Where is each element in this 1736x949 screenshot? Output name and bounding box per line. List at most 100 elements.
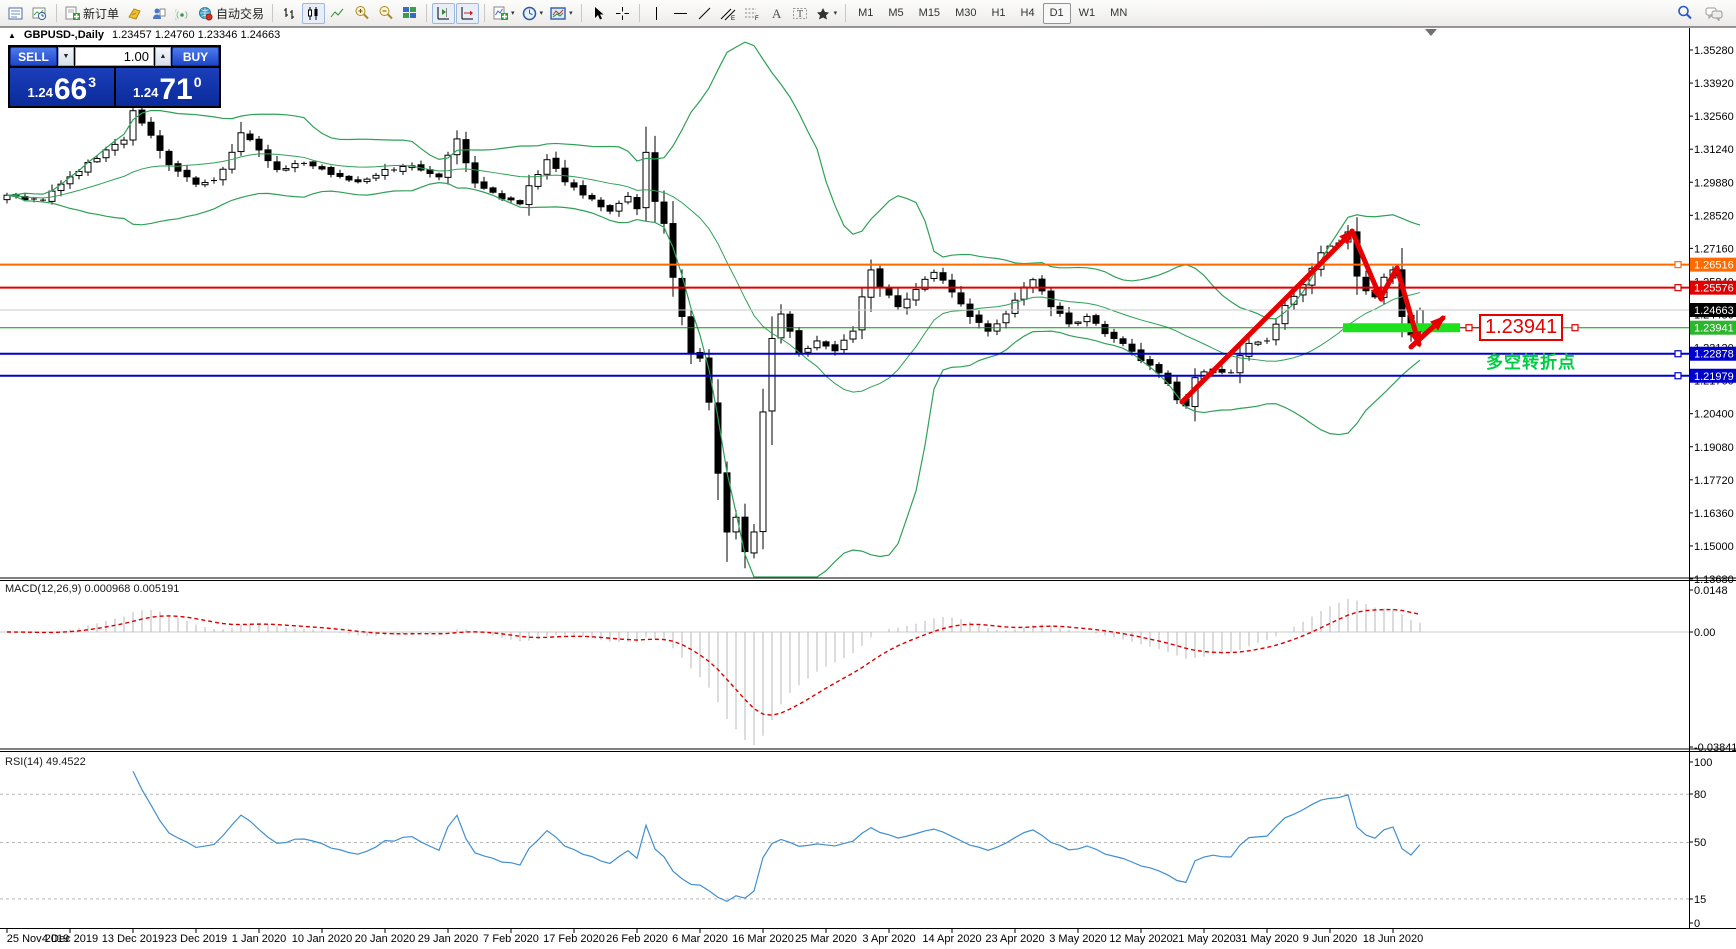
svg-text:1.22878: 1.22878 [1694,349,1734,361]
svg-text:20 Jan 2020: 20 Jan 2020 [355,933,416,945]
zoom-out-icon[interactable] [374,3,397,24]
tab-timeframe-h1[interactable]: H1 [984,3,1012,24]
volume-input[interactable] [75,47,154,66]
templates-button[interactable]: ▾ [547,3,576,24]
toolbar-separator [484,4,486,22]
price-callout-label[interactable]: 1.23941 [1479,314,1564,341]
svg-text:-0.038415: -0.038415 [1694,742,1736,754]
svg-text:1.32560: 1.32560 [1694,111,1734,123]
vertical-line-icon[interactable] [645,3,668,24]
auto-scroll-icon[interactable] [456,2,480,24]
volume-down-button[interactable]: ▼ [58,47,74,66]
svg-text:14 Apr 2020: 14 Apr 2020 [922,933,981,945]
macd-name: MACD(12,26,9) [5,583,82,595]
indicators-icon [493,6,509,21]
horizontal-line-icon[interactable] [669,3,692,24]
autotrading-icon [198,6,213,21]
sell-button[interactable]: SELL [10,47,57,66]
buy-price-main: 71 [159,72,193,106]
tab-timeframe-m5[interactable]: M5 [881,3,910,24]
svg-text:E: E [731,16,735,21]
terminal-icon[interactable] [4,3,27,24]
experts-icon[interactable] [147,3,170,24]
collapse-triangle-icon[interactable]: ▲ [8,30,16,40]
signals-icon[interactable] [171,3,194,24]
candlestick-chart-icon[interactable] [302,2,326,24]
zoom-in-icon[interactable] [350,3,373,24]
tab-timeframe-d1[interactable]: D1 [1042,2,1071,24]
symbol-name: GBPUSD-,Daily [23,29,104,41]
periods-clock-icon [522,6,537,21]
svg-text:1.13680: 1.13680 [1694,574,1734,586]
tab-timeframe-w1[interactable]: W1 [1072,3,1103,24]
toolbar: 新订单 自动交易 ▾ ▾ ▾ [0,0,1736,27]
buy-price-sup: 0 [193,74,202,90]
toolbar-separator [272,4,274,22]
svg-text:50: 50 [1694,837,1706,849]
sell-price-prefix: 1.24 [27,85,53,100]
note-annotation[interactable]: 多空转折点 [1486,353,1576,372]
indicators-button[interactable]: ▾ [490,3,518,24]
bar-chart-icon[interactable] [278,3,301,24]
svg-text:23 Dec 2019: 23 Dec 2019 [165,933,227,945]
svg-text:25 Mar 2020: 25 Mar 2020 [795,933,857,945]
crosshair-icon[interactable] [611,3,634,24]
chat-icon[interactable] [1702,3,1726,24]
tab-timeframe-h4[interactable]: H4 [1014,3,1042,24]
cursor-icon[interactable] [587,3,610,24]
new-order-button[interactable]: 新订单 [62,3,122,24]
buy-price-prefix: 1.24 [133,85,159,100]
svg-text:25 Nov 2019: 25 Nov 2019 [7,933,69,945]
svg-text:1.26516: 1.26516 [1694,260,1734,272]
autotrading-button[interactable]: 自动交易 [195,3,267,24]
metaeditor-icon[interactable] [123,3,146,24]
svg-text:7 Feb 2020: 7 Feb 2020 [483,933,539,945]
strategy-tester-icon[interactable] [28,3,51,24]
svg-text:1.29880: 1.29880 [1694,177,1734,189]
tab-timeframe-mn[interactable]: MN [1103,3,1134,24]
tab-timeframe-m30[interactable]: M30 [948,3,983,24]
text-icon[interactable]: A [765,3,788,24]
line-chart-icon[interactable] [326,3,349,24]
svg-text:3 Apr 2020: 3 Apr 2020 [862,933,915,945]
svg-text:1.20400: 1.20400 [1694,409,1734,421]
svg-text:1.16360: 1.16360 [1694,508,1734,520]
svg-text:26 Feb 2020: 26 Feb 2020 [606,933,668,945]
svg-text:A: A [772,6,782,21]
periods-button[interactable]: ▾ [519,3,547,24]
buy-button[interactable]: BUY [172,47,219,66]
tab-timeframe-m15[interactable]: M15 [912,3,947,24]
svg-text:12 May 2020: 12 May 2020 [1109,933,1173,945]
text-label-icon[interactable]: T [789,3,812,24]
autotrading-label: 自动交易 [216,6,265,21]
svg-text:0: 0 [1694,918,1700,930]
rsi-indicator-label: RSI(14) 49.4522 [5,756,86,768]
toolbar-separator [845,4,847,22]
svg-text:F: F [755,16,759,21]
chart-shift-icon[interactable] [432,2,456,24]
svg-text:100: 100 [1694,757,1712,769]
rsi-name: RSI(14) [5,756,43,768]
buy-price-box[interactable]: 1.24 71 0 [115,68,219,106]
svg-text:6 Mar 2020: 6 Mar 2020 [672,933,728,945]
trendline-icon[interactable] [693,3,716,24]
arrows-button[interactable]: ▾ [813,3,841,24]
fibonacci-icon[interactable]: F [741,3,764,24]
svg-text:1.27160: 1.27160 [1694,243,1734,255]
svg-text:80: 80 [1694,789,1706,801]
new-order-label: 新订单 [83,6,120,21]
chevron-down-icon: ▾ [539,9,544,17]
svg-text:1.23941: 1.23941 [1694,323,1734,335]
tile-windows-icon[interactable] [398,3,421,24]
svg-text:29 Jan 2020: 29 Jan 2020 [418,933,479,945]
svg-text:1.21979: 1.21979 [1694,371,1734,383]
sell-price-box[interactable]: 1.24 66 3 [10,68,114,106]
search-icon[interactable] [1673,3,1696,24]
svg-text:4 Dec 2019: 4 Dec 2019 [42,933,98,945]
equidistant-channel-icon[interactable]: E [717,3,740,24]
tab-timeframe-m1[interactable]: M1 [851,3,880,24]
toolbar-separator [56,4,57,22]
toolbar-separator [426,4,428,22]
volume-up-button[interactable]: ▲ [155,47,171,66]
